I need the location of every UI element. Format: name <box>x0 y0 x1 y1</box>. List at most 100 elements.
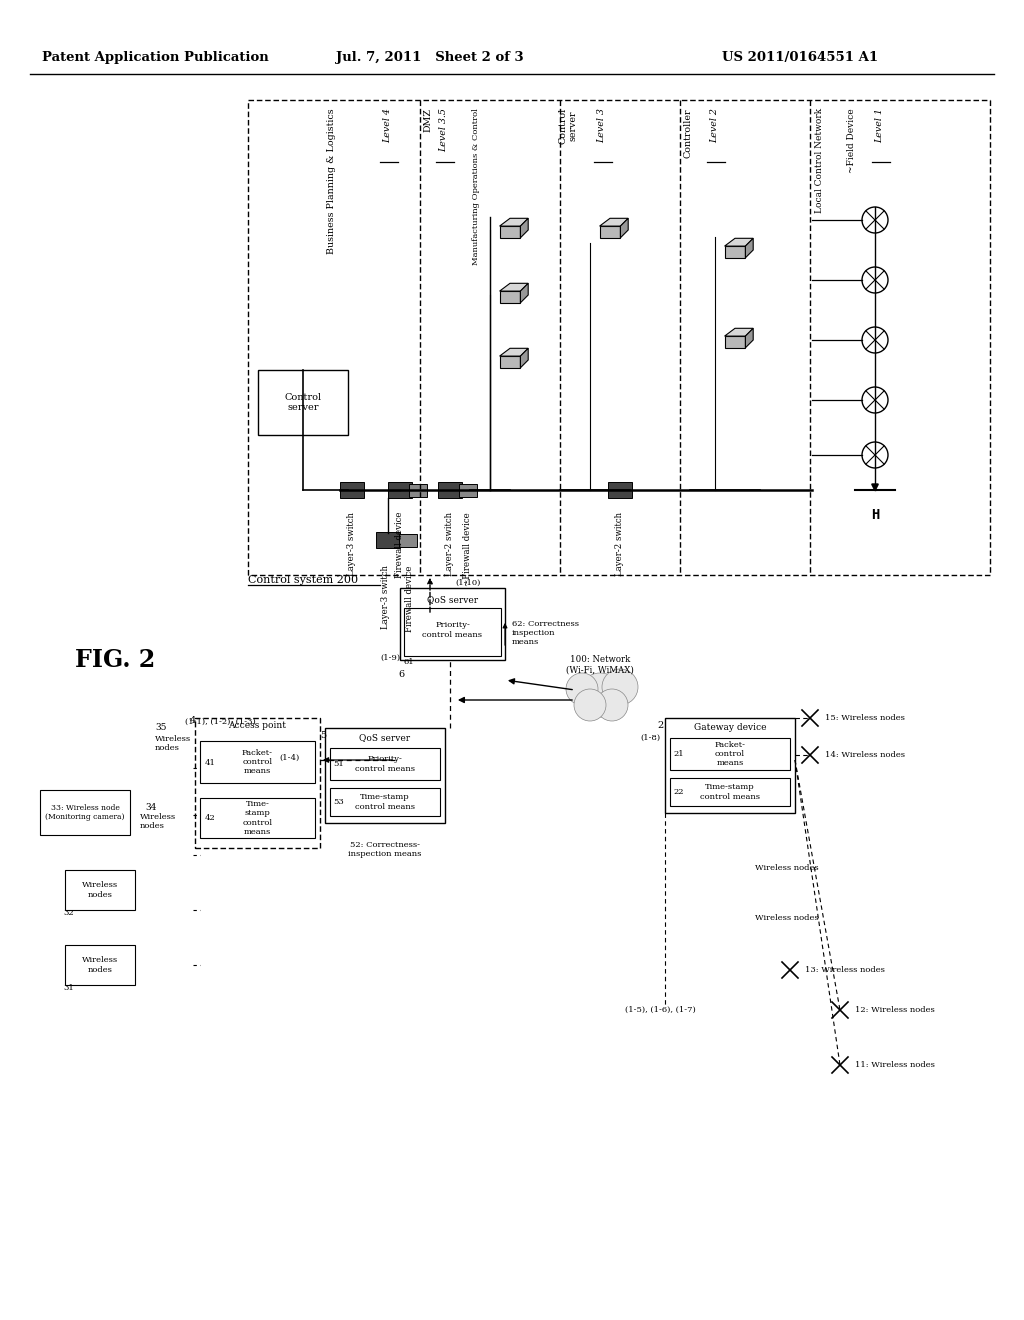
Polygon shape <box>500 292 520 302</box>
Text: Time-
stamp
control
means: Time- stamp control means <box>243 800 272 836</box>
Text: Wireless nodes: Wireless nodes <box>755 913 818 921</box>
Text: Layer-3 switch: Layer-3 switch <box>381 565 389 628</box>
Text: 42: 42 <box>205 814 216 822</box>
Text: US 2011/0164551 A1: US 2011/0164551 A1 <box>722 51 878 65</box>
Polygon shape <box>621 218 628 238</box>
Text: 34: 34 <box>145 803 157 812</box>
Text: ~Field Device: ~Field Device <box>848 108 856 173</box>
Text: 4: 4 <box>190 715 197 725</box>
Polygon shape <box>500 226 520 238</box>
Text: Wireless
nodes: Wireless nodes <box>82 882 118 899</box>
Text: Level 3.5: Level 3.5 <box>439 108 449 152</box>
Polygon shape <box>600 218 628 226</box>
Polygon shape <box>725 239 754 246</box>
Polygon shape <box>500 356 520 368</box>
Text: DMZ: DMZ <box>424 108 432 132</box>
Text: Control system 200: Control system 200 <box>248 576 358 585</box>
Polygon shape <box>725 329 754 337</box>
FancyBboxPatch shape <box>40 789 130 836</box>
FancyBboxPatch shape <box>376 532 400 548</box>
Polygon shape <box>725 246 745 257</box>
Text: 62: Correctness
inspection
means: 62: Correctness inspection means <box>512 620 579 647</box>
FancyBboxPatch shape <box>459 483 477 496</box>
Text: Wireless
nodes: Wireless nodes <box>140 813 176 830</box>
Polygon shape <box>745 329 754 347</box>
Circle shape <box>578 673 622 717</box>
Text: Time-stamp
control means: Time-stamp control means <box>700 783 760 801</box>
FancyBboxPatch shape <box>200 799 315 838</box>
FancyBboxPatch shape <box>200 741 315 783</box>
FancyBboxPatch shape <box>665 718 795 813</box>
Text: Gateway device: Gateway device <box>693 723 766 733</box>
Text: 33: Wireless node
(Monitoring camera): 33: Wireless node (Monitoring camera) <box>45 804 125 821</box>
FancyBboxPatch shape <box>670 738 790 770</box>
Text: (1-8): (1-8) <box>640 734 660 742</box>
Text: H: H <box>870 508 880 521</box>
FancyBboxPatch shape <box>404 609 501 656</box>
Polygon shape <box>520 284 528 302</box>
Text: QoS server: QoS server <box>427 595 478 605</box>
Text: (1-5), (1-6), (1-7): (1-5), (1-6), (1-7) <box>625 1006 695 1014</box>
Text: Access point: Access point <box>228 722 287 730</box>
FancyBboxPatch shape <box>399 533 417 546</box>
Text: QoS server: QoS server <box>359 734 411 742</box>
Text: 32: 32 <box>63 909 74 917</box>
Text: FIG. 2: FIG. 2 <box>75 648 156 672</box>
Polygon shape <box>725 337 745 347</box>
Circle shape <box>574 689 606 721</box>
Text: 35: 35 <box>155 723 167 733</box>
FancyBboxPatch shape <box>65 870 135 909</box>
Text: Wireless nodes: Wireless nodes <box>755 865 818 873</box>
FancyBboxPatch shape <box>325 729 445 822</box>
Text: Layer-2 switch: Layer-2 switch <box>615 512 625 576</box>
Text: 61: 61 <box>404 657 415 667</box>
Text: 100: Network
(Wi-Fi, WiMAX): 100: Network (Wi-Fi, WiMAX) <box>566 655 634 675</box>
Text: 12: Wireless nodes: 12: Wireless nodes <box>855 1006 935 1014</box>
Text: (1-4): (1-4) <box>280 754 300 762</box>
Text: Control
server: Control server <box>558 108 578 144</box>
FancyBboxPatch shape <box>330 788 440 816</box>
Text: (1-1), (1-2), (1-3): (1-1), (1-2), (1-3) <box>184 718 255 726</box>
Text: Patent Application Publication: Patent Application Publication <box>42 51 268 65</box>
Text: 6: 6 <box>398 671 404 678</box>
Polygon shape <box>745 239 754 257</box>
Polygon shape <box>600 226 621 238</box>
Text: Wireless
nodes: Wireless nodes <box>82 957 118 974</box>
Text: Priority-
control means: Priority- control means <box>355 755 415 772</box>
Text: Firewall device: Firewall device <box>395 512 404 578</box>
Text: Layer-2 switch: Layer-2 switch <box>445 512 455 576</box>
Text: 13: Wireless nodes: 13: Wireless nodes <box>805 966 885 974</box>
Polygon shape <box>520 348 528 368</box>
Text: 22: 22 <box>673 788 683 796</box>
Text: 31: 31 <box>63 983 74 993</box>
Circle shape <box>602 669 638 705</box>
Text: 15: Wireless nodes: 15: Wireless nodes <box>825 714 905 722</box>
Text: 2: 2 <box>657 721 664 730</box>
Text: 14: Wireless nodes: 14: Wireless nodes <box>825 751 905 759</box>
Polygon shape <box>500 218 528 226</box>
Text: 51: 51 <box>333 760 344 768</box>
Text: Priority-
control means: Priority- control means <box>423 622 482 639</box>
Text: Time-stamp
control means: Time-stamp control means <box>355 793 415 810</box>
Text: Layer-3 switch: Layer-3 switch <box>347 512 356 576</box>
Text: Level 2: Level 2 <box>711 108 720 143</box>
Text: Firewall device: Firewall device <box>406 565 415 631</box>
Text: 52: Correctness-
inspection means: 52: Correctness- inspection means <box>348 841 422 858</box>
FancyBboxPatch shape <box>409 483 427 496</box>
FancyBboxPatch shape <box>438 482 462 498</box>
FancyBboxPatch shape <box>400 587 505 660</box>
FancyBboxPatch shape <box>258 370 348 436</box>
Text: Manufacturing Operations & Control: Manufacturing Operations & Control <box>472 108 480 265</box>
Text: Jul. 7, 2011   Sheet 2 of 3: Jul. 7, 2011 Sheet 2 of 3 <box>336 51 524 65</box>
Text: 41: 41 <box>205 759 216 767</box>
Polygon shape <box>500 284 528 292</box>
Text: Level 3: Level 3 <box>597 108 606 143</box>
FancyBboxPatch shape <box>388 482 412 498</box>
Circle shape <box>596 689 628 721</box>
Text: Wireless
nodes: Wireless nodes <box>155 735 191 752</box>
Text: Packet-
control
means: Packet- control means <box>715 741 745 767</box>
Text: ~Firewall device: ~Firewall device <box>464 512 472 586</box>
Text: 21: 21 <box>673 750 684 758</box>
FancyBboxPatch shape <box>340 482 364 498</box>
FancyBboxPatch shape <box>608 482 632 498</box>
